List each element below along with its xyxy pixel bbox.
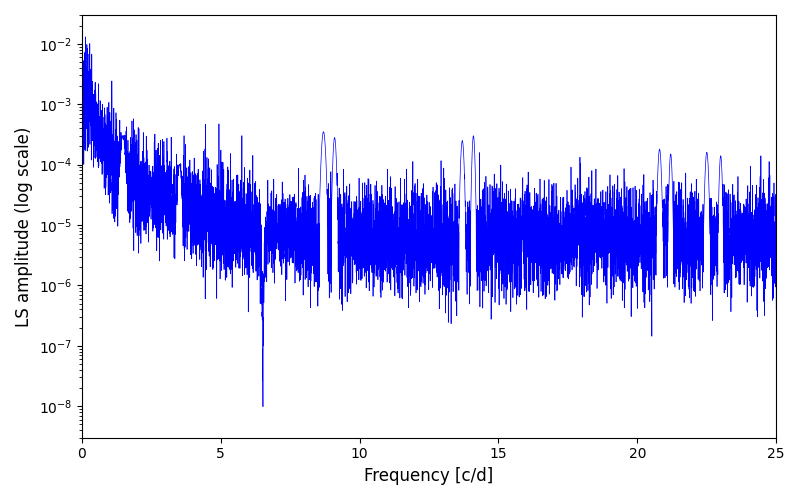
X-axis label: Frequency [c/d]: Frequency [c/d] [364,467,494,485]
Y-axis label: LS amplitude (log scale): LS amplitude (log scale) [15,126,33,326]
